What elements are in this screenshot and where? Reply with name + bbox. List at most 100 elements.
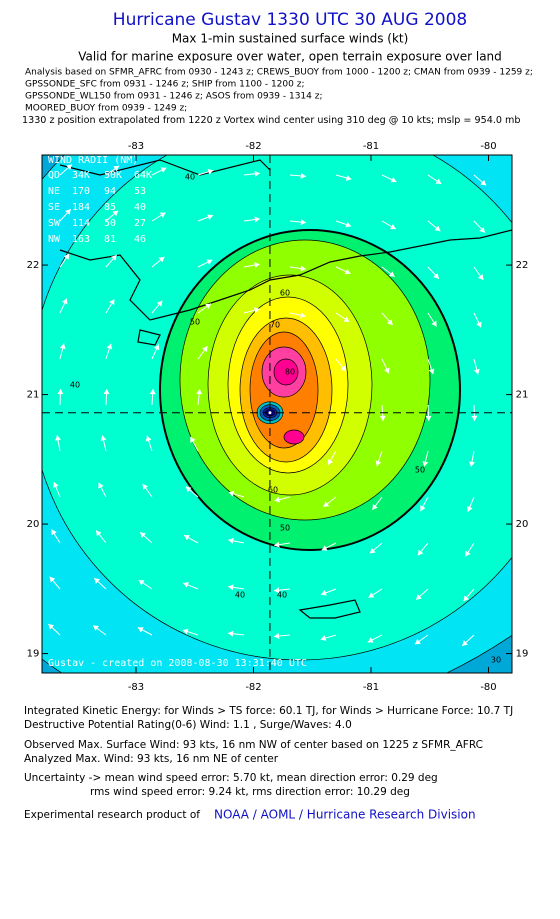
sources: GPSSONDE_SFC from 0931 - 1246 z; SHIP fr… [25, 80, 304, 90]
radii-cell: 184 [72, 202, 90, 213]
x-tick-label: -83 [128, 141, 144, 152]
contour-label: 40 [277, 591, 287, 600]
wind-arrowhead [375, 460, 382, 467]
position-note: 1330 z position extrapolated from 1220 z… [22, 115, 520, 126]
wind-arrowhead [55, 435, 61, 441]
wind-arrowhead [182, 628, 189, 635]
wind-arrowhead [94, 578, 100, 584]
center [268, 411, 272, 415]
inner-max [283, 429, 305, 445]
wind-arrowhead [96, 530, 102, 537]
wind-arrowhead [228, 584, 234, 591]
contour-label: 50 [415, 466, 425, 475]
wind-arrowhead [98, 482, 104, 489]
x-tick-label: -80 [480, 682, 496, 693]
wind-arrowhead [207, 214, 213, 220]
wind-arrowhead [428, 368, 435, 375]
y-tick-label: 20 [516, 519, 529, 530]
wind-arrowhead [274, 496, 280, 503]
contour [273, 358, 299, 386]
radii-cell: 114 [72, 218, 90, 229]
wind-arrowhead [417, 549, 424, 556]
wind-arrowhead [420, 505, 426, 512]
dpr: Destructive Potential Rating(0-6) Wind: … [24, 719, 352, 731]
wind-arrowhead [479, 226, 485, 233]
wind-arrowhead [379, 415, 386, 421]
credit: Gustav - created on 2008-08-30 13:31:40 … [48, 658, 307, 669]
wind-arrowhead [93, 625, 99, 631]
map-frame [41, 154, 513, 674]
radii-cell: 40 [134, 202, 146, 213]
wind-arrowhead [320, 635, 327, 642]
radii-cell: 81 [104, 234, 116, 245]
y-tick-label: 19 [516, 649, 529, 660]
radii-cell: SE [48, 202, 60, 213]
wind-arrowhead [414, 638, 421, 645]
contour-label: 50 [280, 524, 290, 533]
wind-arrowhead [462, 640, 468, 646]
wind-arrowhead [207, 168, 214, 175]
wind-arrowhead [206, 259, 213, 265]
coastline [59, 229, 512, 321]
radii-cell: 85 [104, 202, 116, 213]
wind-arrowhead [480, 179, 487, 186]
wind-arrowhead [390, 176, 397, 183]
x-tick-label: -83 [128, 682, 144, 693]
wind-arrowhead [48, 624, 55, 630]
wind-arrowhead [57, 389, 64, 395]
x-tick-label: -82 [245, 141, 261, 152]
wind-arrowhead [416, 594, 422, 600]
wind-arrowhead [433, 273, 439, 279]
product: Experimental research product of [24, 809, 200, 821]
wind-arrowhead [388, 271, 395, 277]
wind-arrowhead [142, 483, 149, 490]
wind-arrowhead [343, 316, 350, 322]
wind-arrowhead [274, 541, 280, 548]
x-tick-label: -81 [363, 141, 379, 152]
wind-arrowhead [422, 460, 429, 467]
contour-label: 40 [235, 591, 245, 600]
analyzed: Analyzed Max. Wind: 93 kts, 16 nm NE of … [24, 753, 279, 765]
wind-arrowhead [274, 587, 280, 594]
wind-arrowhead [113, 165, 120, 172]
wind-arrowhead [149, 389, 156, 395]
wind-arrowhead [185, 486, 192, 493]
uncertainty: rms wind speed error: 9.24 kt, rms direc… [90, 786, 410, 798]
wind-arrowhead [100, 435, 107, 441]
radii-cell: 27 [134, 218, 146, 229]
wind-arrowhead [431, 320, 437, 327]
wind-arrowhead [345, 175, 352, 181]
contour-label: 40 [70, 381, 80, 390]
wind-arrowhead [53, 482, 59, 488]
y-tick-label: 21 [27, 390, 40, 401]
wind-arrowhead [368, 592, 375, 598]
wind-arrowhead [190, 436, 196, 443]
wind-arrowhead [109, 299, 115, 306]
wind-arrowhead [145, 435, 152, 442]
radii-title: WIND RADII (NM) [48, 155, 138, 166]
wind-arrowhead [477, 274, 484, 281]
y-tick-label: 22 [516, 260, 529, 271]
wind-arrowhead [66, 164, 72, 170]
wind-arrowhead [196, 389, 203, 395]
wind-arrowhead [467, 506, 473, 512]
contour-label: 50 [190, 318, 200, 327]
wind-arrowhead [327, 459, 334, 465]
wind-arrowhead [471, 415, 478, 421]
wind-arrowhead [367, 637, 374, 643]
wind-arrowhead [140, 532, 146, 538]
radii-cell: 94 [104, 186, 116, 197]
ike: Integrated Kinetic Energy: for Winds > T… [24, 705, 513, 717]
wind-arrowhead [158, 256, 165, 263]
y-tick-label: 21 [516, 390, 529, 401]
wind-arrowhead [274, 633, 280, 639]
radii-cell: NE [48, 186, 60, 197]
wind-arrowhead [253, 307, 260, 314]
wind-arrowhead [321, 545, 328, 551]
contour-label: 60 [280, 289, 290, 298]
org-link[interactable]: NOAA / AOML / Hurricane Research Divisio… [214, 808, 476, 822]
radii-cell: 163 [72, 234, 90, 245]
radii-header: 34K [72, 170, 90, 181]
wind-arrowhead [300, 172, 306, 179]
